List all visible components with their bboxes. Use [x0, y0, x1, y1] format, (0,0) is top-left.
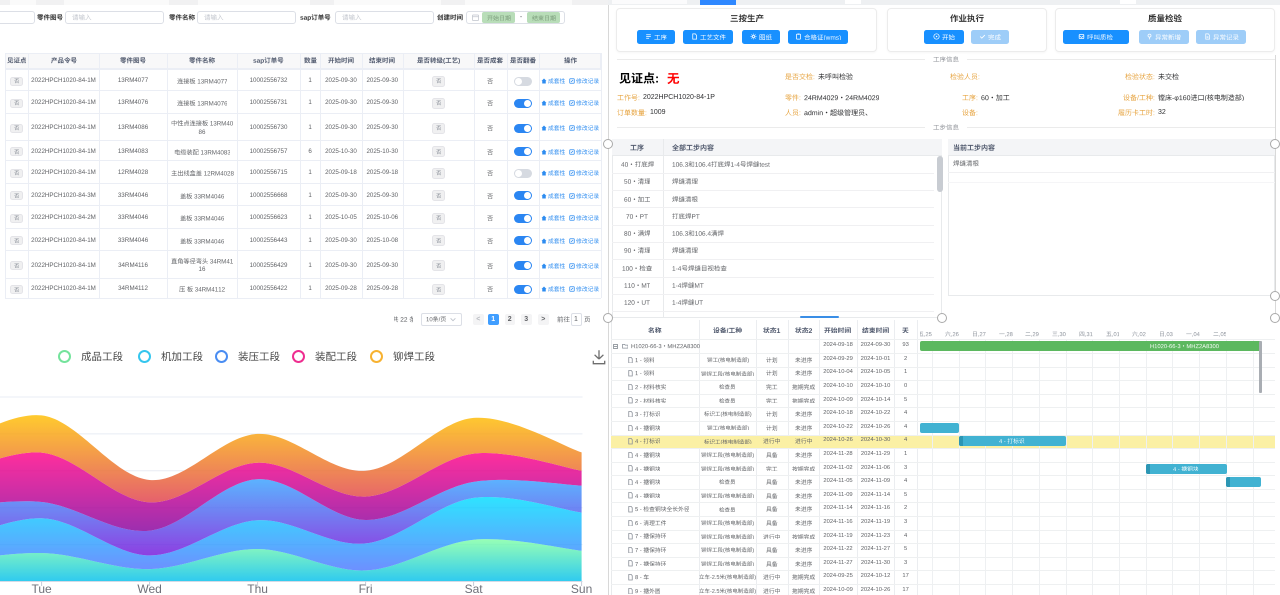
svg-text:Wed: Wed — [137, 582, 161, 595]
svg-text:Thu: Thu — [247, 582, 268, 595]
svg-text:Fri: Fri — [359, 582, 373, 595]
svg-text:Sun: Sun — [571, 582, 592, 595]
svg-text:Sat: Sat — [465, 582, 484, 595]
svg-text:Tue: Tue — [31, 582, 52, 595]
